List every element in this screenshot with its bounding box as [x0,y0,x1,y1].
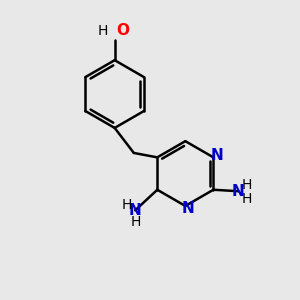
Text: H: H [242,178,252,192]
Text: N: N [232,184,245,199]
Text: H: H [121,198,132,212]
Text: O: O [116,23,129,38]
Text: H: H [242,192,252,206]
Text: N: N [182,201,195,216]
Text: N: N [129,203,142,218]
Text: N: N [211,148,223,163]
Text: H: H [98,24,108,38]
Text: H: H [130,214,141,229]
